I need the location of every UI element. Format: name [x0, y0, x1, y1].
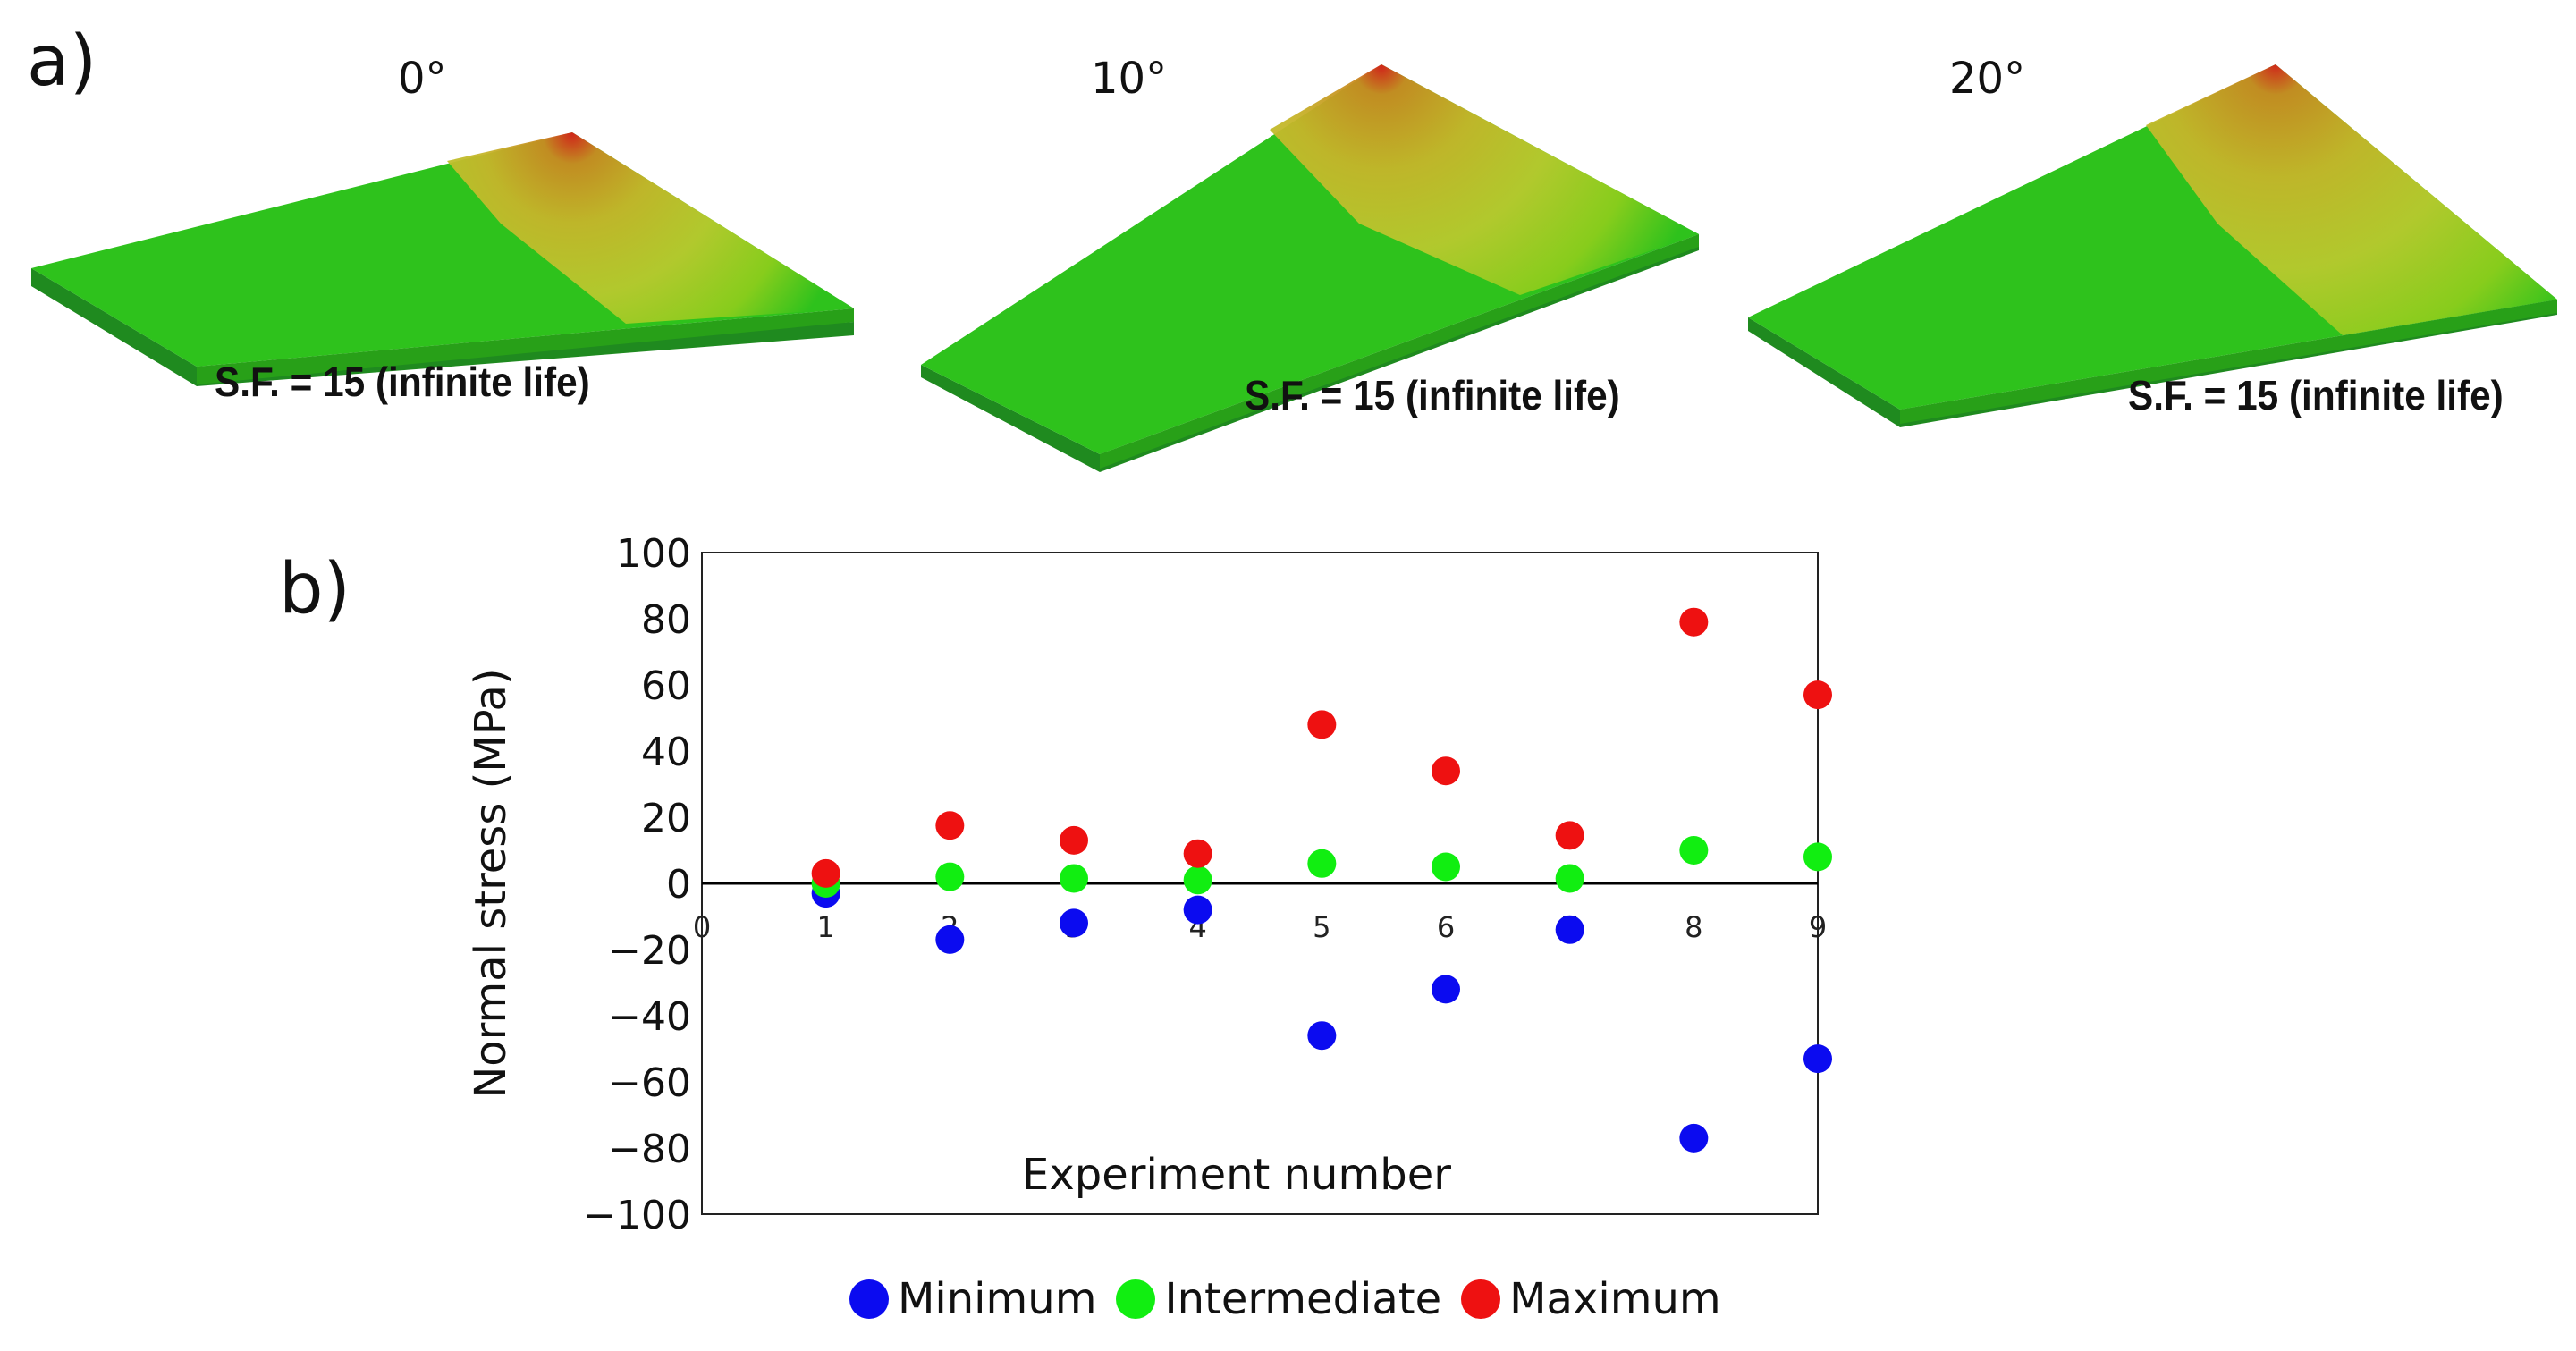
y-tick-label: −80	[608, 1127, 691, 1172]
legend-label-maximum: Maximum	[1509, 1274, 1721, 1324]
plate-0-caption: S.F. = 15 (infinite life)	[215, 359, 590, 405]
plate-0-render	[31, 64, 2557, 472]
point-minimum-4	[1183, 895, 1212, 925]
legend-marker-intermediate	[1116, 1279, 1156, 1319]
x-tick-label: 6	[1437, 910, 1455, 944]
y-tick-label: −20	[608, 928, 691, 974]
point-minimum-6	[1432, 975, 1460, 1004]
plate-0-angle-label: 0°	[398, 54, 447, 104]
y-tick-label: 0	[666, 862, 691, 908]
x-tick-label: 9	[1809, 910, 1827, 944]
point-intermediate-6	[1432, 852, 1460, 882]
panel-a-label: a)	[27, 21, 97, 102]
point-intermediate-1	[811, 869, 840, 898]
point-minimum-5	[1307, 1021, 1337, 1051]
point-intermediate-4	[1183, 865, 1212, 895]
legend-label-intermediate: Intermediate	[1164, 1274, 1442, 1324]
point-minimum-7	[1555, 915, 1584, 944]
point-minimum-2	[935, 925, 965, 954]
point-maximum-3	[1060, 825, 1088, 855]
y-tick-label: 40	[641, 730, 691, 775]
y-tick-label: −100	[583, 1193, 691, 1238]
y-tick-label: 60	[641, 663, 691, 709]
y-tick-label: 100	[616, 531, 691, 577]
x-tick-label: 3	[1065, 910, 1083, 944]
point-intermediate-8	[1679, 836, 1709, 865]
point-maximum-6	[1432, 756, 1460, 786]
legend-item-intermediate: Intermediate	[1116, 1274, 1441, 1324]
point-minimum-1	[811, 879, 840, 908]
legend-marker-maximum	[1461, 1279, 1501, 1319]
x-tick-label: 7	[1560, 910, 1578, 944]
point-maximum-7	[1555, 821, 1584, 850]
x-tick-label: 2	[941, 910, 959, 944]
point-intermediate-3	[1060, 864, 1088, 893]
legend-item-minimum: Minimum	[849, 1274, 1096, 1324]
point-maximum-8	[1679, 607, 1709, 637]
point-intermediate-7	[1555, 864, 1584, 893]
point-maximum-5	[1307, 710, 1337, 739]
x-axis-title: Experiment number	[1022, 1150, 1451, 1200]
plate-1-angle-label: 10°	[1091, 54, 1168, 104]
plate-1-caption: S.F. = 15 (infinite life)	[1245, 372, 1620, 418]
y-tick-label: −40	[608, 994, 691, 1040]
point-intermediate-9	[1803, 842, 1832, 872]
panel-b-label: b)	[279, 549, 351, 629]
chart-legend: Minimum Intermediate Maximum	[849, 1274, 1741, 1324]
x-tick-label: 5	[1313, 910, 1330, 944]
plate-2-angle-label: 20°	[1949, 54, 2026, 104]
legend-label-minimum: Minimum	[898, 1274, 1097, 1324]
point-maximum-2	[935, 811, 965, 840]
legend-item-maximum: Maximum	[1461, 1274, 1721, 1324]
y-tick-label: −60	[608, 1060, 691, 1106]
point-maximum-1	[811, 858, 840, 888]
point-maximum-4	[1183, 839, 1212, 868]
x-tick-label: 4	[1188, 910, 1206, 944]
x-tick-label: 8	[1685, 910, 1702, 944]
x-tick-label: 0	[693, 910, 711, 944]
point-minimum-8	[1679, 1123, 1709, 1153]
y-axis-title: Normal stress (MPa)	[466, 668, 516, 1098]
point-minimum-3	[1060, 908, 1088, 938]
x-tick-label: 1	[816, 910, 834, 944]
y-tick-label: 80	[641, 597, 691, 643]
legend-marker-minimum	[849, 1279, 889, 1319]
y-tick-label: 20	[641, 796, 691, 841]
point-intermediate-2	[935, 862, 965, 891]
point-intermediate-5	[1307, 849, 1337, 878]
point-minimum-9	[1803, 1044, 1832, 1074]
plate-2-caption: S.F. = 15 (infinite life)	[2128, 372, 2504, 418]
point-maximum-9	[1803, 680, 1832, 710]
plot-frame	[701, 552, 1819, 1215]
